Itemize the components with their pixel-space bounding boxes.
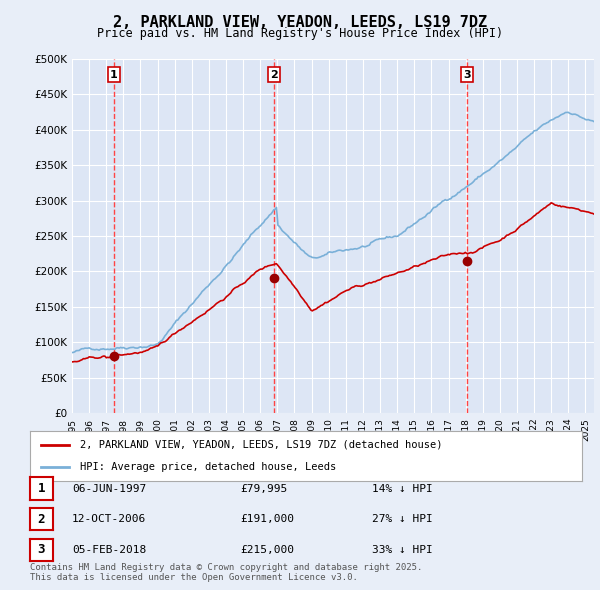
Text: 2, PARKLAND VIEW, YEADON, LEEDS, LS19 7DZ: 2, PARKLAND VIEW, YEADON, LEEDS, LS19 7D… [113, 15, 487, 30]
Text: 1: 1 [38, 482, 45, 495]
Text: Contains HM Land Registry data © Crown copyright and database right 2025.
This d: Contains HM Land Registry data © Crown c… [30, 563, 422, 582]
Text: £79,995: £79,995 [240, 484, 287, 493]
Text: 2: 2 [270, 70, 277, 80]
Text: 3: 3 [38, 543, 45, 556]
Text: 33% ↓ HPI: 33% ↓ HPI [372, 545, 433, 555]
Text: 1: 1 [110, 70, 118, 80]
Text: 2, PARKLAND VIEW, YEADON, LEEDS, LS19 7DZ (detached house): 2, PARKLAND VIEW, YEADON, LEEDS, LS19 7D… [80, 440, 442, 450]
Text: 05-FEB-2018: 05-FEB-2018 [72, 545, 146, 555]
Text: 2: 2 [38, 513, 45, 526]
Text: £191,000: £191,000 [240, 514, 294, 524]
Text: 12-OCT-2006: 12-OCT-2006 [72, 514, 146, 524]
Text: 06-JUN-1997: 06-JUN-1997 [72, 484, 146, 493]
Text: 3: 3 [463, 70, 471, 80]
Text: HPI: Average price, detached house, Leeds: HPI: Average price, detached house, Leed… [80, 462, 336, 472]
Text: £215,000: £215,000 [240, 545, 294, 555]
Text: 27% ↓ HPI: 27% ↓ HPI [372, 514, 433, 524]
Text: Price paid vs. HM Land Registry's House Price Index (HPI): Price paid vs. HM Land Registry's House … [97, 27, 503, 40]
Text: 14% ↓ HPI: 14% ↓ HPI [372, 484, 433, 493]
